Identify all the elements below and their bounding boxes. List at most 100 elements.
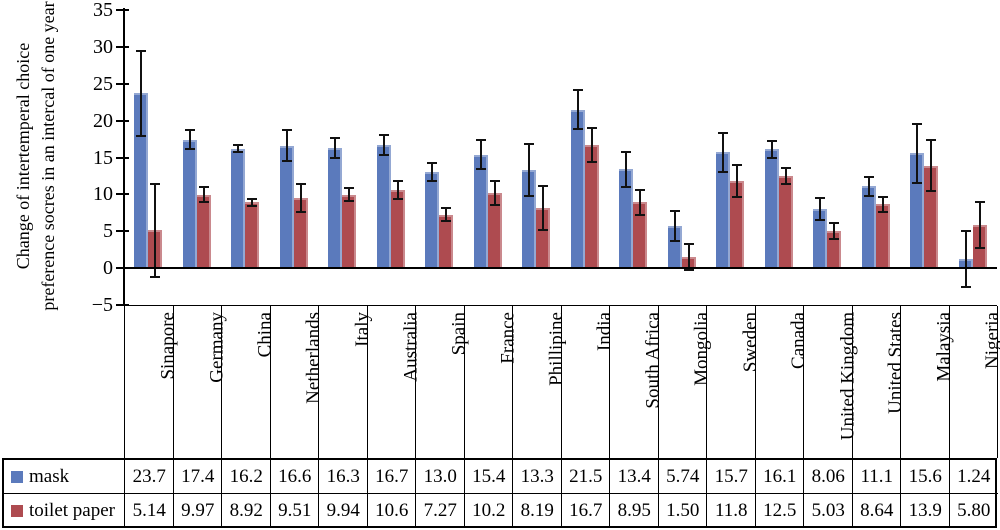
table-value-mask-germany: 17.4 xyxy=(172,460,223,493)
y-axis-line xyxy=(123,8,125,306)
category-cell-mongolia: Mongolia xyxy=(659,306,712,458)
x-axis-zero-line xyxy=(124,267,997,269)
error-bar-cap-top xyxy=(766,139,777,142)
table-value-toilet-paper-united-states: 8.64 xyxy=(851,493,901,527)
error-bar-mask-india xyxy=(576,90,579,129)
table-value-mask-netherlands: 16.6 xyxy=(269,460,320,493)
error-bar-cap-top xyxy=(960,229,971,232)
table-value-mask-malaysia: 15.6 xyxy=(900,460,950,493)
error-bar-cap-bottom xyxy=(829,238,840,241)
y-tick-label: 10 xyxy=(93,183,113,206)
error-bar-cap-top xyxy=(635,188,646,191)
error-bar-cap-top xyxy=(184,129,195,132)
table-value-mask-phillipine: 13.3 xyxy=(512,460,562,493)
table-value-toilet-paper-india: 16.7 xyxy=(560,493,610,527)
error-bar-mask-sweden xyxy=(722,133,725,172)
bar-toilet-paper-italy xyxy=(342,194,357,269)
bar-toilet-paper-south-africa xyxy=(633,202,648,269)
error-bar-cap-bottom xyxy=(524,194,535,197)
bar-mask-canada xyxy=(764,149,779,269)
error-bar-cap-top xyxy=(247,197,258,200)
error-bar-mask-mongolia xyxy=(673,211,676,241)
bar-mask-germany xyxy=(182,139,197,269)
legend-label-mask: mask xyxy=(29,465,70,487)
error-bar-mask-malaysia xyxy=(916,123,919,183)
error-bar-cap-bottom xyxy=(669,239,680,242)
table-value-toilet-paper-sweden: 11.8 xyxy=(706,493,756,527)
table-value-toilet-paper-malaysia: 13.9 xyxy=(900,493,950,527)
bar-toilet-paper-spain xyxy=(439,214,454,269)
table-value-mask-china: 16.2 xyxy=(221,460,271,493)
error-bar-toilet-paper-netherlands xyxy=(299,183,302,212)
y-tick-label: 35 xyxy=(93,0,113,21)
table-value-toilet-paper-italy: 9.94 xyxy=(318,493,368,527)
legend-mask: mask xyxy=(4,460,131,493)
bar-mask-france xyxy=(473,154,488,269)
table-value-toilet-paper-germany: 9.97 xyxy=(172,493,222,527)
error-bar-toilet-paper-south-africa xyxy=(639,189,642,215)
table-value-toilet-paper-china: 8.92 xyxy=(221,493,271,527)
y-tick-label: 20 xyxy=(93,109,113,132)
category-cell-china: China xyxy=(222,306,276,458)
error-bar-cap-top xyxy=(683,242,694,245)
y-tick-mark xyxy=(116,267,129,270)
error-bar-cap-bottom xyxy=(295,211,306,213)
error-bar-cap-bottom xyxy=(683,269,694,272)
category-cell-phillipine: Phillipine xyxy=(513,306,567,458)
error-bar-cap-bottom xyxy=(136,135,147,138)
category-cell-nigeria: Nigeria xyxy=(950,306,1000,458)
error-bar-mask-canada xyxy=(770,140,773,159)
error-bar-cap-bottom xyxy=(912,181,923,184)
table-value-toilet-paper-mongolia: 1.50 xyxy=(657,493,707,527)
category-cell-netherlands: Netherlands xyxy=(271,306,324,458)
error-bar-toilet-paper-phillipine xyxy=(542,185,545,230)
category-cell-australia: Australia xyxy=(368,306,421,458)
table-value-mask-spain: 13.0 xyxy=(415,460,465,493)
y-tick-mark xyxy=(116,45,129,48)
legend-swatch-mask xyxy=(11,470,23,483)
category-label-nigeria: Nigeria xyxy=(982,312,1000,369)
error-bar-cap-top xyxy=(136,49,147,52)
error-bar-cap-top xyxy=(378,133,389,136)
table-value-toilet-paper-nigeria: 5.80 xyxy=(948,493,998,527)
error-bar-toilet-paper-united-kingdom xyxy=(833,222,836,240)
error-bar-cap-bottom xyxy=(766,157,777,160)
error-bar-cap-bottom xyxy=(960,286,971,288)
category-axis-band: Sinapore Germany China Netherlands Italy Aust… xyxy=(124,305,1000,458)
legend-swatch-toilet-paper xyxy=(11,504,23,517)
bar-toilet-paper-india xyxy=(584,144,599,269)
error-bar-cap-bottom xyxy=(378,154,389,157)
error-bar-cap-bottom xyxy=(441,220,452,223)
category-cell-india: India xyxy=(562,306,615,458)
error-bar-mask-united-kingdom xyxy=(819,197,822,220)
error-bar-cap-top xyxy=(427,162,438,165)
table-value-mask-south-africa: 13.4 xyxy=(609,460,659,493)
error-bar-cap-bottom xyxy=(344,200,355,203)
error-bar-cap-top xyxy=(392,180,403,183)
error-bar-mask-spain xyxy=(431,163,434,182)
bar-toilet-paper-china xyxy=(245,202,260,269)
table-value-mask-united-states: 11.1 xyxy=(851,460,902,493)
error-bar-toilet-paper-nigeria xyxy=(978,202,981,249)
error-bar-toilet-paper-sweden xyxy=(736,164,739,198)
error-bar-cap-bottom xyxy=(621,186,632,188)
bar-mask-mongolia xyxy=(667,225,682,269)
y-tick-mark xyxy=(116,304,129,306)
error-bar-cap-bottom xyxy=(392,197,403,200)
error-bar-cap-top xyxy=(150,182,161,185)
error-bar-cap-top xyxy=(233,143,244,146)
y-tick-mark xyxy=(116,9,129,11)
error-bar-cap-bottom xyxy=(586,160,597,163)
error-bar-cap-bottom xyxy=(718,170,729,173)
error-bar-cap-top xyxy=(621,150,632,153)
table-value-mask-france: 15.4 xyxy=(463,460,514,493)
error-bar-mask-sinapore xyxy=(140,50,143,137)
error-bar-cap-top xyxy=(732,163,743,166)
y-tick-label: 15 xyxy=(93,146,113,169)
error-bar-cap-top xyxy=(780,166,791,169)
error-bar-mask-china xyxy=(237,144,240,153)
bar-toilet-paper-canada xyxy=(778,175,793,269)
table-value-mask-india: 21.5 xyxy=(560,460,611,493)
